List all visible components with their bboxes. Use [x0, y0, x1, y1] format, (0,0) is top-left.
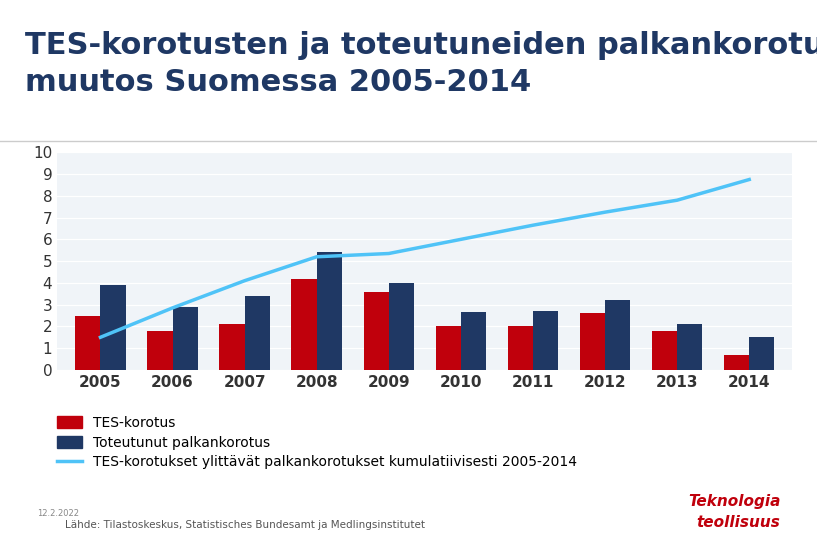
Text: 12.2.2022: 12.2.2022 [37, 509, 78, 518]
Bar [172, 307, 198, 370]
Text: TES-korotusten ja toteutuneiden palkankorotusten
muutos Suomessa 2005-2014: TES-korotusten ja toteutuneiden palkanko… [25, 30, 817, 97]
Bar [724, 355, 749, 370]
Text: Lähde: Tilastoskeskus, Statistisches Bundesamt ja Medlingsinstitutet: Lähde: Tilastoskeskus, Statistisches Bun… [65, 521, 426, 530]
Bar [677, 324, 703, 370]
Bar [364, 292, 389, 370]
Legend: TES-korotus, Toteutunut palkankorotus, TES-korotukset ylittävät palkankorotukset: TES-korotus, Toteutunut palkankorotus, T… [56, 416, 577, 469]
Bar [507, 326, 533, 370]
Bar [100, 285, 126, 370]
Bar [75, 316, 100, 370]
Bar [292, 279, 317, 370]
Bar [533, 311, 558, 370]
Bar [749, 337, 775, 370]
Bar [147, 331, 172, 370]
Bar [580, 313, 605, 370]
Bar [461, 312, 486, 370]
Bar [244, 296, 270, 370]
Bar [435, 326, 461, 370]
Bar [220, 324, 244, 370]
Bar [652, 331, 677, 370]
Text: Teknologia: Teknologia [688, 493, 780, 509]
Bar [605, 300, 630, 370]
Bar [317, 252, 342, 370]
Bar [389, 283, 414, 370]
Text: teollisuus: teollisuus [696, 515, 780, 530]
